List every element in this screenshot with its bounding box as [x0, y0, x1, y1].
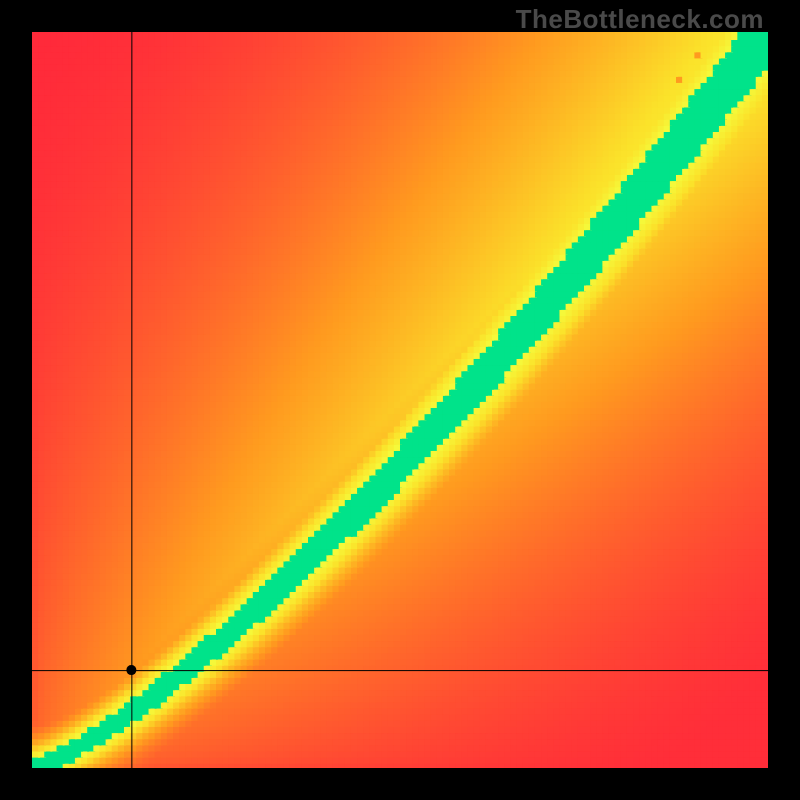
watermark-text: TheBottleneck.com — [516, 4, 764, 35]
bottleneck-heatmap — [0, 0, 800, 800]
